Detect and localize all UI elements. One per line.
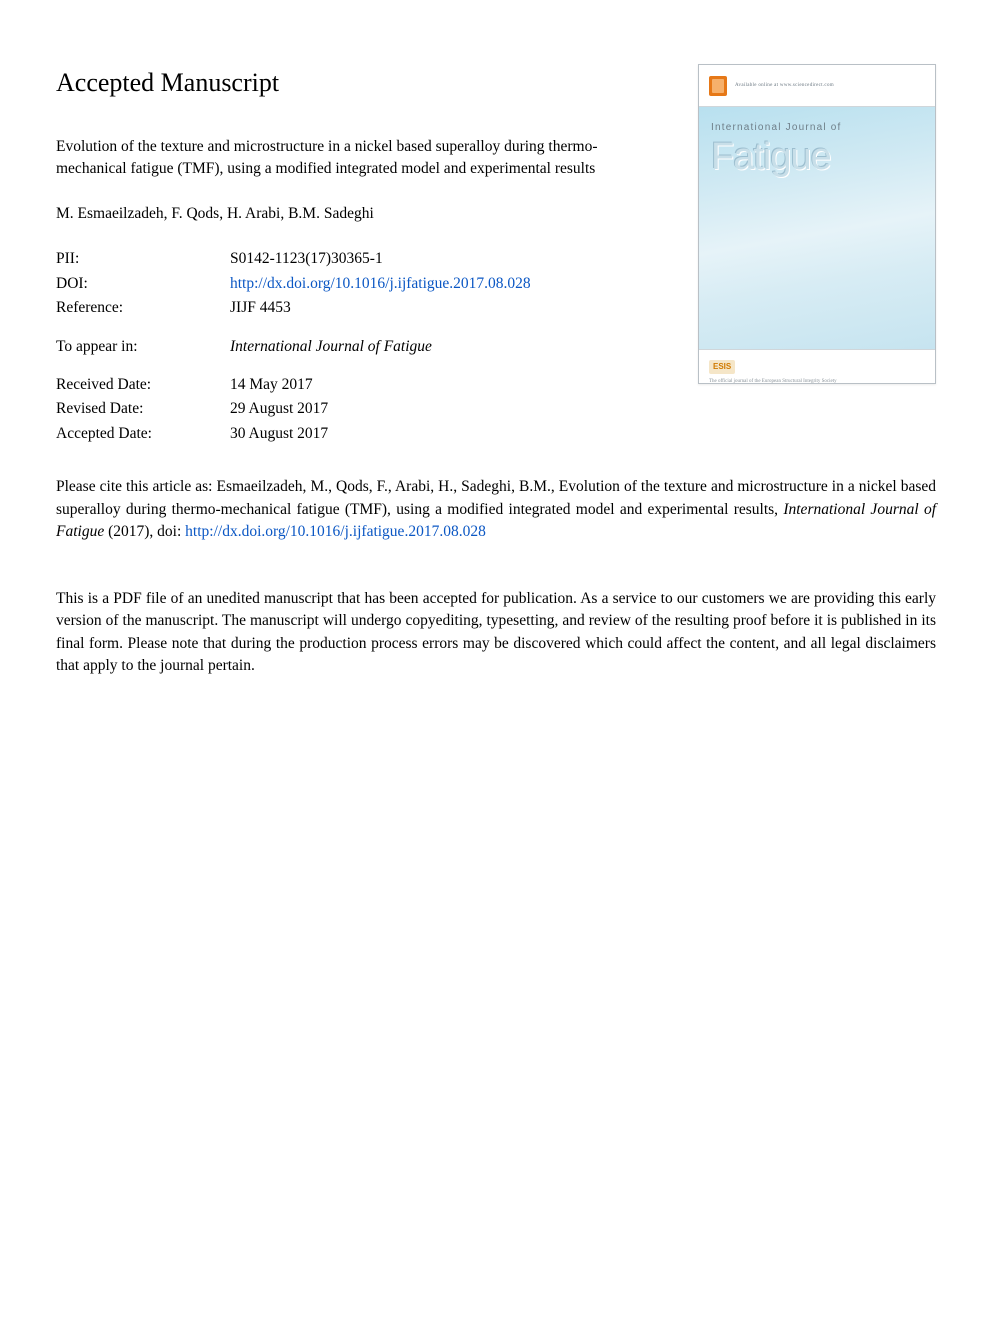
cover-footer: ESIS The official journal of the Europea…: [699, 349, 935, 383]
accepted-label: Accepted Date:: [56, 422, 230, 446]
author-list: M. Esmaeilzadeh, F. Qods, H. Arabi, B.M.…: [56, 203, 646, 225]
appear-value: International Journal of Fatigue: [230, 335, 531, 359]
page-heading: Accepted Manuscript: [56, 64, 646, 102]
cover-journal-pre: International Journal of: [711, 121, 923, 136]
reference-label: Reference:: [56, 296, 230, 320]
cover-header-text: Available online at www.sciencedirect.co…: [735, 82, 834, 89]
cover-esis-badge: ESIS: [709, 360, 735, 374]
metadata-table: PII: S0142-1123(17)30365-1 DOI: http://d…: [56, 247, 531, 446]
revised-value: 29 August 2017: [230, 397, 531, 421]
doi-label: DOI:: [56, 272, 230, 296]
article-title: Evolution of the texture and microstruct…: [56, 136, 646, 181]
pii-value: S0142-1123(17)30365-1: [230, 247, 531, 271]
cover-footer-sub: The official journal of the European Str…: [709, 378, 925, 385]
disclaimer-text: This is a PDF file of an unedited manusc…: [56, 588, 936, 678]
citation-doi-link[interactable]: http://dx.doi.org/10.1016/j.ijfatigue.20…: [185, 523, 486, 540]
cover-journal-title: Fatigue: [711, 138, 923, 176]
received-value: 14 May 2017: [230, 373, 531, 397]
cover-header: Available online at www.sciencedirect.co…: [699, 65, 935, 107]
doi-link[interactable]: http://dx.doi.org/10.1016/j.ijfatigue.20…: [230, 275, 531, 292]
appear-label: To appear in:: [56, 335, 230, 359]
accepted-value: 30 August 2017: [230, 422, 531, 446]
elsevier-logo-icon: [709, 76, 727, 96]
citation-block: Please cite this article as: Esmaeilzade…: [56, 476, 936, 543]
reference-value: JIJF 4453: [230, 296, 531, 320]
cover-band: International Journal of Fatigue: [699, 107, 935, 349]
received-label: Received Date:: [56, 373, 230, 397]
revised-label: Revised Date:: [56, 397, 230, 421]
journal-cover-thumbnail: Available online at www.sciencedirect.co…: [698, 64, 936, 384]
citation-middle: (2017), doi:: [104, 523, 185, 540]
pii-label: PII:: [56, 247, 230, 271]
